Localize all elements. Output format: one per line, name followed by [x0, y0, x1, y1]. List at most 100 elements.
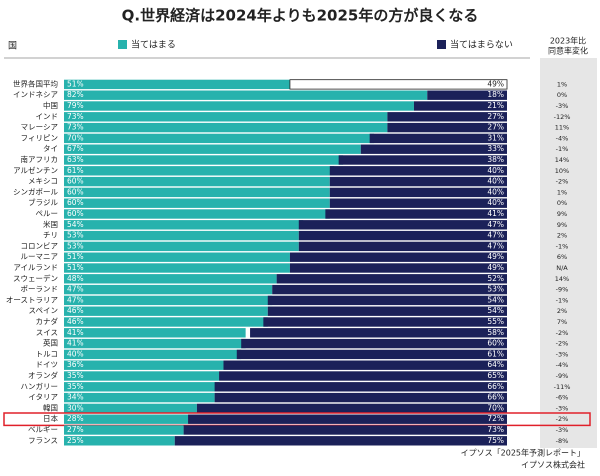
value-label: 66%	[487, 393, 504, 402]
value-label: 54%	[487, 295, 504, 304]
change-label: -1%	[556, 145, 569, 153]
bar-segment	[64, 220, 304, 230]
change-label: 1%	[557, 188, 567, 196]
change-header: 2023年比	[550, 36, 586, 46]
legend-swatch	[437, 40, 446, 49]
bar-segment	[64, 414, 189, 424]
value-label: 65%	[487, 371, 504, 380]
bar-segment	[223, 360, 508, 370]
value-label: 33%	[487, 144, 504, 153]
source: イプソス株式会社	[521, 460, 585, 470]
legend-label: 当てはまらない	[450, 39, 513, 51]
category-label: 米国	[43, 219, 58, 229]
value-label: 36%	[67, 360, 84, 369]
bar-segment	[64, 187, 330, 198]
category-label: チリ	[43, 231, 58, 240]
bar-segment	[276, 274, 507, 284]
change-label: 2%	[557, 232, 567, 240]
bar-segment	[64, 198, 330, 208]
bar-segment	[329, 166, 507, 176]
value-label: 53%	[487, 285, 504, 294]
bar-segment	[64, 360, 224, 370]
bar-segment	[64, 252, 290, 262]
value-label: 54%	[487, 306, 504, 315]
bar-segment	[64, 176, 330, 187]
bar-segment	[64, 241, 299, 252]
category-label: ハンガリー	[21, 381, 59, 391]
category-label: カナダ	[36, 316, 59, 326]
change-header: 同意率変化	[548, 46, 588, 56]
change-label: 0%	[557, 91, 567, 99]
category-label: トルコ	[36, 349, 58, 358]
change-label: -8%	[556, 437, 569, 445]
bar-segment	[188, 414, 508, 424]
bar-segment	[64, 392, 215, 403]
value-label: 46%	[67, 317, 84, 326]
value-label: 47%	[67, 285, 84, 294]
value-label: 28%	[67, 414, 84, 423]
bar-segment	[64, 425, 184, 435]
value-label: 41%	[67, 328, 84, 337]
change-label: N/A	[556, 264, 568, 272]
category-label: 中国	[43, 100, 58, 110]
change-label: -3%	[556, 350, 569, 358]
bar-segment	[64, 295, 273, 306]
value-label: 52%	[487, 274, 504, 283]
category-label: イタリア	[28, 393, 58, 402]
change-label: 11%	[555, 124, 569, 132]
bar-segment	[272, 284, 507, 295]
bar-segment	[219, 371, 508, 381]
category-label: 世界各国平均	[13, 78, 58, 88]
bar-segment	[427, 90, 507, 100]
bar-segment	[64, 436, 175, 446]
change-column-bg	[540, 58, 597, 448]
bar-segment	[387, 122, 507, 133]
value-label: 70%	[67, 133, 84, 142]
value-label: 40%	[487, 166, 504, 175]
bar-segment	[250, 328, 507, 338]
legend-swatch	[118, 40, 127, 49]
value-label: 49%	[487, 263, 504, 272]
category-header: 国	[8, 41, 17, 52]
bar-segment	[64, 79, 290, 90]
value-label: 53%	[67, 231, 84, 240]
value-label: 51%	[67, 79, 84, 88]
value-label: 82%	[67, 90, 84, 99]
bar-segment	[329, 187, 507, 198]
value-label: 75%	[487, 436, 504, 445]
value-label: 41%	[67, 339, 84, 348]
change-label: -6%	[556, 394, 569, 402]
value-label: 60%	[67, 177, 84, 186]
category-label: ドイツ	[36, 360, 59, 369]
value-label: 27%	[67, 425, 84, 434]
bar-segment	[174, 436, 507, 446]
change-label: 6%	[557, 253, 567, 261]
value-label: 40%	[67, 349, 84, 358]
category-label: オランダ	[28, 370, 58, 380]
category-label: ポーランド	[21, 285, 59, 294]
value-label: 40%	[487, 187, 504, 196]
bar-segment	[64, 122, 388, 133]
category-label: シンガポール	[13, 186, 58, 196]
value-label: 31%	[487, 133, 504, 142]
bar-segment	[369, 133, 507, 144]
bar-segment	[289, 79, 508, 90]
bar-segment	[329, 176, 507, 187]
value-label: 51%	[67, 263, 84, 272]
value-label: 64%	[487, 360, 504, 369]
value-label: 63%	[67, 155, 84, 164]
value-label: 47%	[67, 295, 84, 304]
bar-segment	[64, 403, 197, 414]
bar-segment	[387, 112, 507, 122]
bar-segment	[236, 349, 507, 360]
change-label: -9%	[556, 372, 569, 380]
category-label: 英国	[43, 338, 58, 348]
value-label: 60%	[67, 198, 84, 207]
value-label: 73%	[487, 425, 504, 434]
value-label: 67%	[67, 144, 84, 153]
legend-label: 当てはまる	[131, 39, 176, 51]
bar-segment	[413, 101, 507, 111]
change-label: 2%	[557, 307, 567, 315]
value-label: 73%	[67, 123, 84, 132]
change-label: -3%	[556, 404, 569, 412]
